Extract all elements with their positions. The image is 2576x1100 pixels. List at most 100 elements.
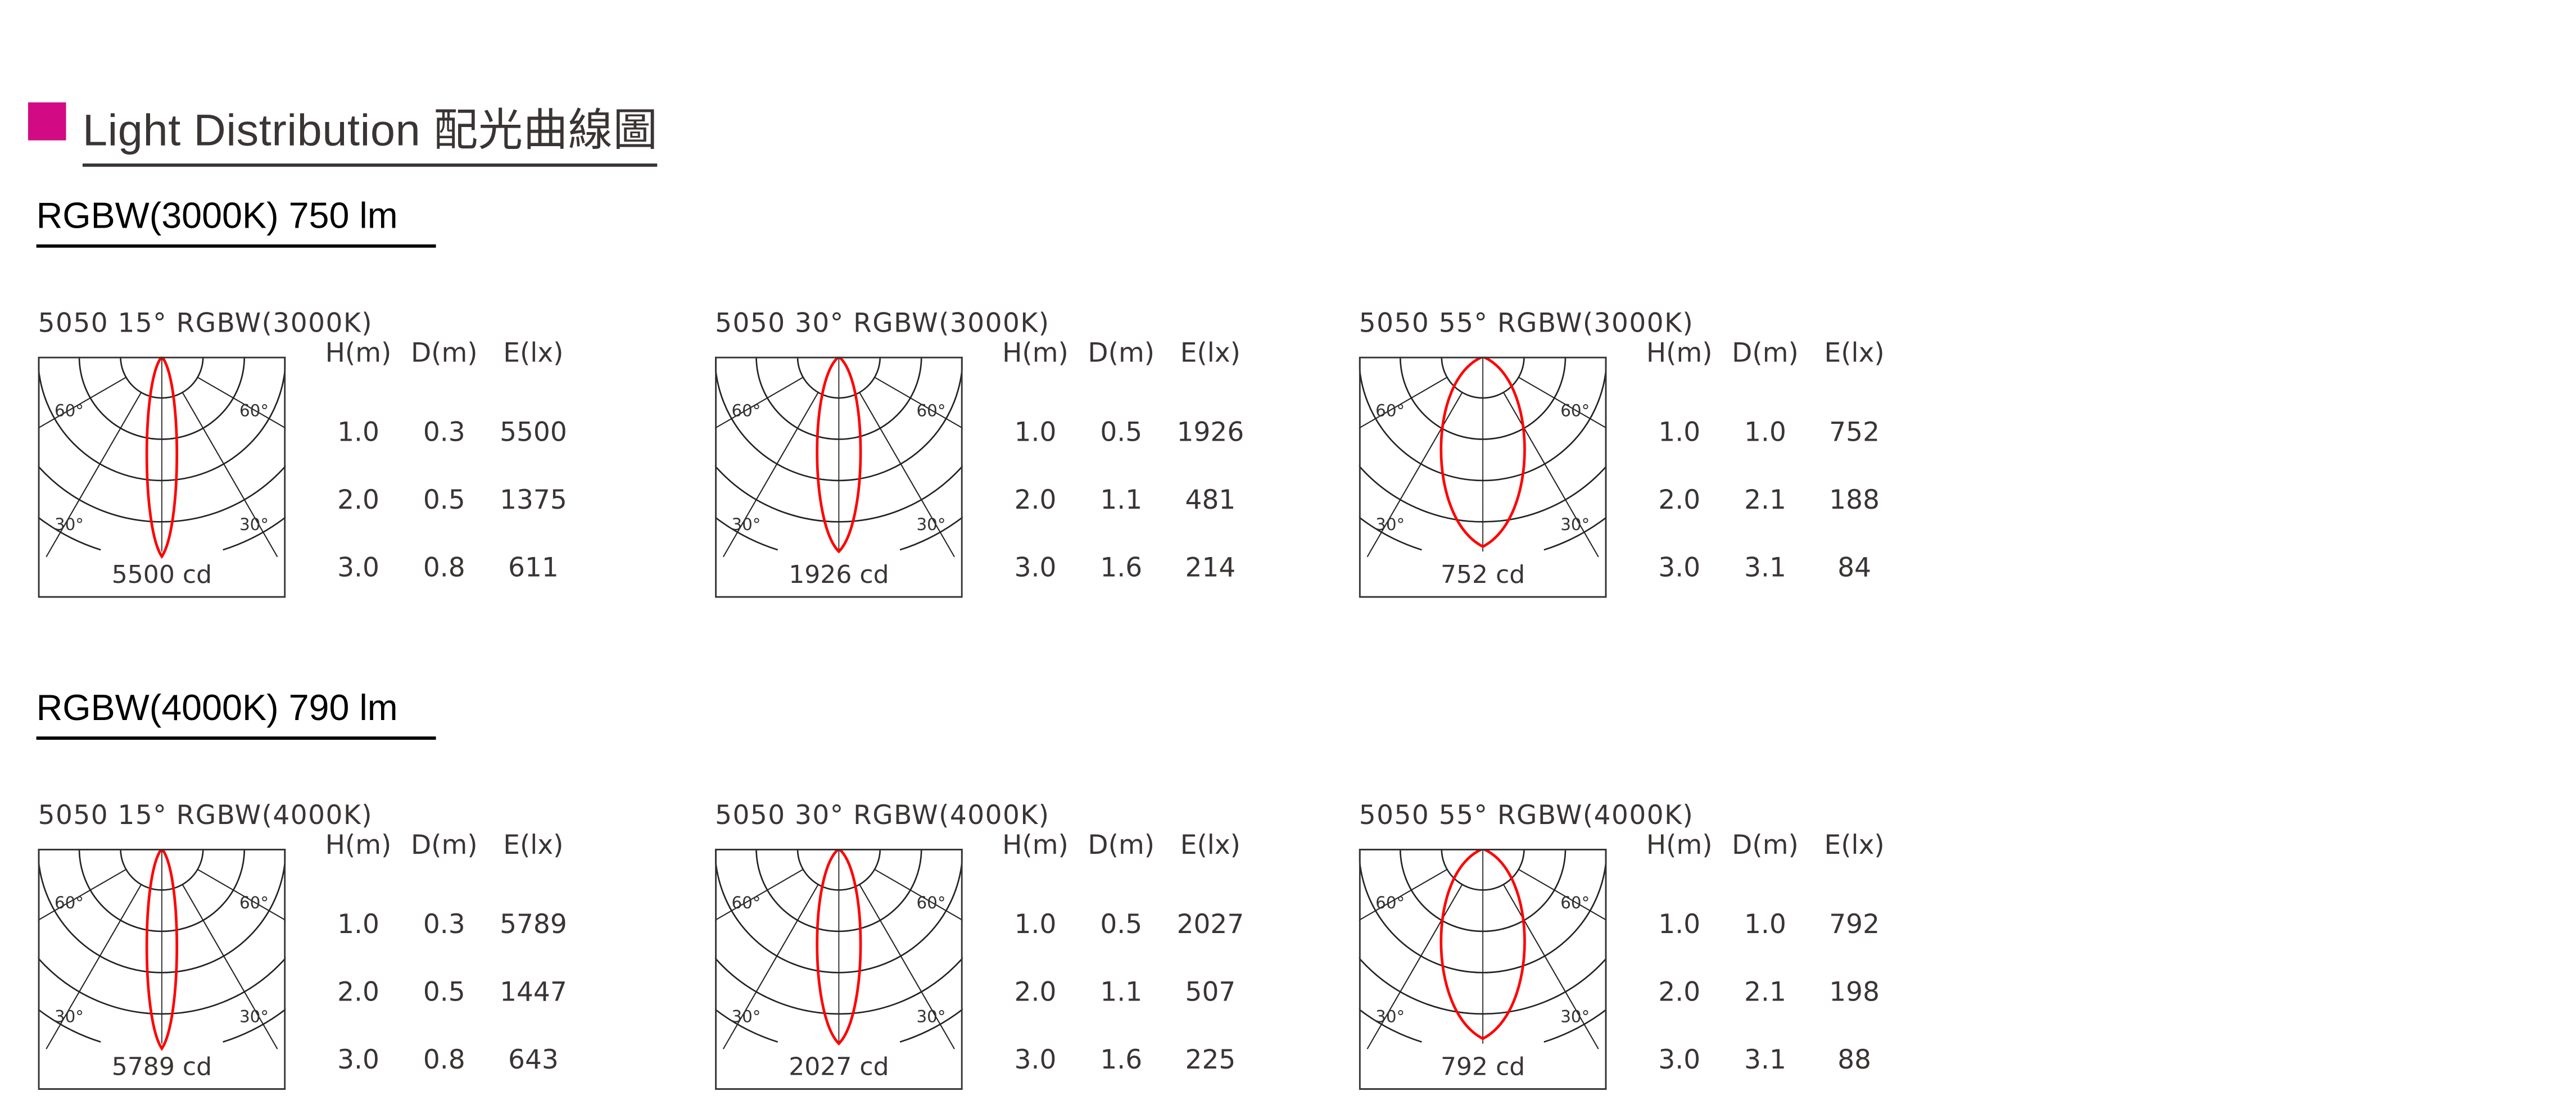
diagram-title: 5050 30° RGBW(3000K)	[715, 307, 1050, 339]
page-title: Light Distribution 配光曲線圖	[82, 94, 658, 167]
angle-label: 60°	[1560, 893, 1590, 912]
table-cell: 2.0	[1658, 976, 1701, 1008]
peak-intensity: 752 cd	[1440, 559, 1525, 590]
polar-plot: 60° 60° 30° 30°	[715, 356, 963, 598]
table-cell: 1926	[1176, 416, 1244, 448]
table-cell: 1.0	[337, 416, 379, 448]
angle-line	[722, 884, 819, 1049]
table-cell: 188	[1829, 483, 1880, 515]
angle-line	[38, 377, 126, 429]
polar-diagram: 60° 60° 30° 30° 2027 cd	[715, 849, 963, 1090]
table-cell: 0.3	[423, 416, 465, 448]
angle-line	[38, 868, 126, 921]
table-cell: 214	[1185, 551, 1236, 583]
table-cell: 1.6	[1100, 1043, 1143, 1075]
angle-label: 60°	[55, 401, 84, 420]
table-cell: 2.0	[1658, 483, 1701, 515]
table-cell: 1.0	[1744, 908, 1786, 940]
iso-circle	[1359, 1008, 1607, 1043]
column-header: D(m)	[1732, 337, 1799, 369]
table-cell: 1447	[500, 976, 567, 1008]
column-header: E(lx)	[503, 829, 564, 861]
table-cell: 88	[1837, 1043, 1872, 1075]
polar-plot: 60° 60° 30° 30°	[38, 356, 286, 598]
angle-label: 30°	[731, 515, 760, 534]
table-cell: 0.5	[1100, 416, 1143, 448]
table-cell: 2.0	[337, 976, 379, 1008]
table-cell: 1.0	[1014, 416, 1057, 448]
column-header: H(m)	[1646, 829, 1713, 861]
table-cell: 2.1	[1744, 483, 1786, 515]
peak-intensity: 5500 cd	[111, 559, 212, 590]
column-header: H(m)	[1002, 337, 1069, 369]
iso-circle	[1359, 516, 1607, 551]
table-cell: 2027	[1176, 908, 1244, 940]
table-cell: 2.1	[1744, 976, 1786, 1008]
column-header: E(lx)	[503, 337, 564, 369]
angle-label: 30°	[55, 1007, 84, 1026]
angle-line	[182, 392, 278, 558]
section-marker	[28, 102, 66, 141]
table-cell: 3.1	[1744, 1043, 1786, 1075]
polar-plot: 60° 60° 30° 30°	[1359, 356, 1607, 598]
angle-label: 60°	[731, 401, 760, 420]
table-cell: 507	[1185, 976, 1236, 1008]
table-cell: 1.1	[1100, 483, 1143, 515]
angle-label: 30°	[731, 1007, 760, 1026]
angle-label: 60°	[1560, 401, 1590, 420]
iso-circle	[715, 516, 963, 551]
angle-line	[1518, 377, 1607, 429]
angle-label: 60°	[239, 893, 269, 912]
table-cell: 0.5	[1100, 908, 1143, 940]
table-cell: 3.0	[1014, 551, 1057, 583]
polar-diagram: 60° 60° 30° 30° 752 cd	[1359, 356, 1607, 598]
angle-line	[715, 377, 804, 429]
angle-line	[182, 884, 278, 1049]
table-cell: 611	[508, 551, 559, 583]
table-cell: 5500	[500, 416, 567, 448]
angle-line	[1502, 884, 1599, 1049]
diagram-frame	[1359, 356, 1607, 598]
table-cell: 5789	[500, 908, 567, 940]
intensity-curve	[1439, 356, 1526, 549]
table-cell: 1.0	[1658, 908, 1701, 940]
diagram-title: 5050 55° RGBW(4000K)	[1359, 799, 1694, 831]
polar-plot: 60° 60° 30° 30°	[1359, 849, 1607, 1090]
intensity-curve	[145, 849, 179, 1051]
polar-plot: 60° 60° 30° 30°	[38, 849, 286, 1090]
peak-intensity: 1926 cd	[789, 559, 889, 590]
polar-diagram: 60° 60° 30° 30° 5500 cd	[38, 356, 286, 598]
table-cell: 2.0	[1014, 976, 1057, 1008]
table-cell: 1375	[500, 483, 567, 515]
angle-line	[1366, 884, 1463, 1049]
table-cell: 1.6	[1100, 551, 1143, 583]
angle-label: 60°	[1375, 401, 1405, 420]
table-cell: 3.0	[1658, 1043, 1701, 1075]
table-cell: 84	[1837, 551, 1872, 583]
angle-line	[1359, 377, 1448, 429]
angle-line	[46, 884, 142, 1049]
angle-label: 30°	[1375, 515, 1405, 534]
column-header: E(lx)	[1180, 829, 1241, 861]
column-header: H(m)	[1002, 829, 1069, 861]
table-cell: 481	[1185, 483, 1236, 515]
diagram-frame	[38, 849, 286, 1090]
intensity-curve	[1439, 849, 1526, 1040]
column-header: E(lx)	[1824, 337, 1885, 369]
angle-label: 60°	[916, 893, 945, 912]
peak-intensity: 2027 cd	[789, 1052, 889, 1082]
angle-line	[859, 392, 955, 558]
intensity-curve	[816, 356, 862, 554]
angle-line	[874, 377, 963, 429]
table-cell: 0.8	[423, 551, 465, 583]
polar-diagram: 60° 60° 30° 30° 5789 cd	[38, 849, 286, 1090]
intensity-curve	[816, 849, 862, 1046]
table-cell: 1.0	[1658, 416, 1701, 448]
table-cell: 3.0	[1014, 1043, 1057, 1075]
angle-label: 30°	[1560, 515, 1590, 534]
angle-line	[197, 868, 286, 921]
table-cell: 752	[1829, 416, 1880, 448]
polar-diagram: 60° 60° 30° 30° 1926 cd	[715, 356, 963, 598]
diagram-title: 5050 15° RGBW(3000K)	[38, 307, 373, 339]
